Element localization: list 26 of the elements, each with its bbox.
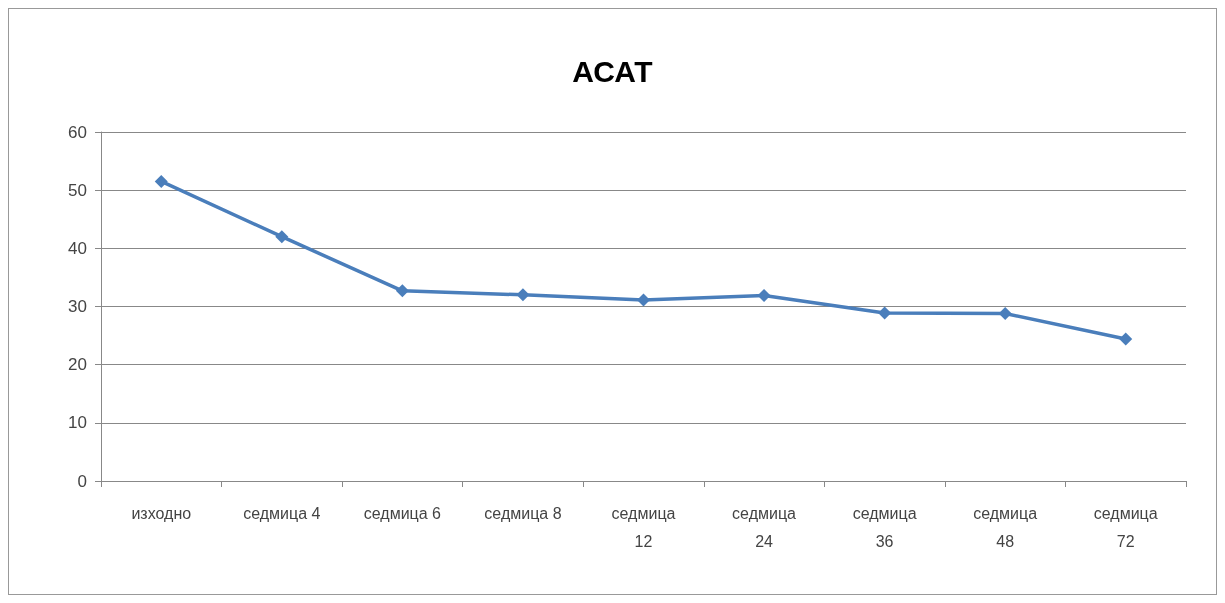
point <box>998 306 1012 320</box>
x-tick-label: изходно <box>131 504 192 522</box>
point <box>1119 332 1133 346</box>
y-tick-label: 60 <box>68 122 87 142</box>
point <box>516 288 530 302</box>
y-tick-label: 30 <box>68 297 87 316</box>
y-tick-label: 20 <box>68 355 87 375</box>
point <box>878 306 892 320</box>
x-tick-label: седмица 36 <box>852 504 917 550</box>
point <box>154 174 168 188</box>
point <box>757 288 771 302</box>
chart-title: АСАТ <box>572 54 653 88</box>
point <box>275 230 289 244</box>
x-tick-label: седмица 72 <box>1093 504 1158 550</box>
x-tick-label: седмица 48 <box>973 504 1038 550</box>
x-tick-label: седмица 24 <box>732 504 797 550</box>
y-tick-label: 40 <box>68 238 87 258</box>
x-tick-label: седмица 12 <box>611 504 676 550</box>
point <box>637 293 650 307</box>
x-tick-label: седмица 6 <box>363 504 442 522</box>
y-tick-label: 50 <box>68 180 87 200</box>
y-tick-label: 0 <box>77 471 87 491</box>
point <box>395 284 409 298</box>
y-tick-label: 10 <box>68 413 87 433</box>
x-tick-label: седмица 8 <box>484 504 562 522</box>
x-tick-label: седмица 4 <box>243 504 321 522</box>
